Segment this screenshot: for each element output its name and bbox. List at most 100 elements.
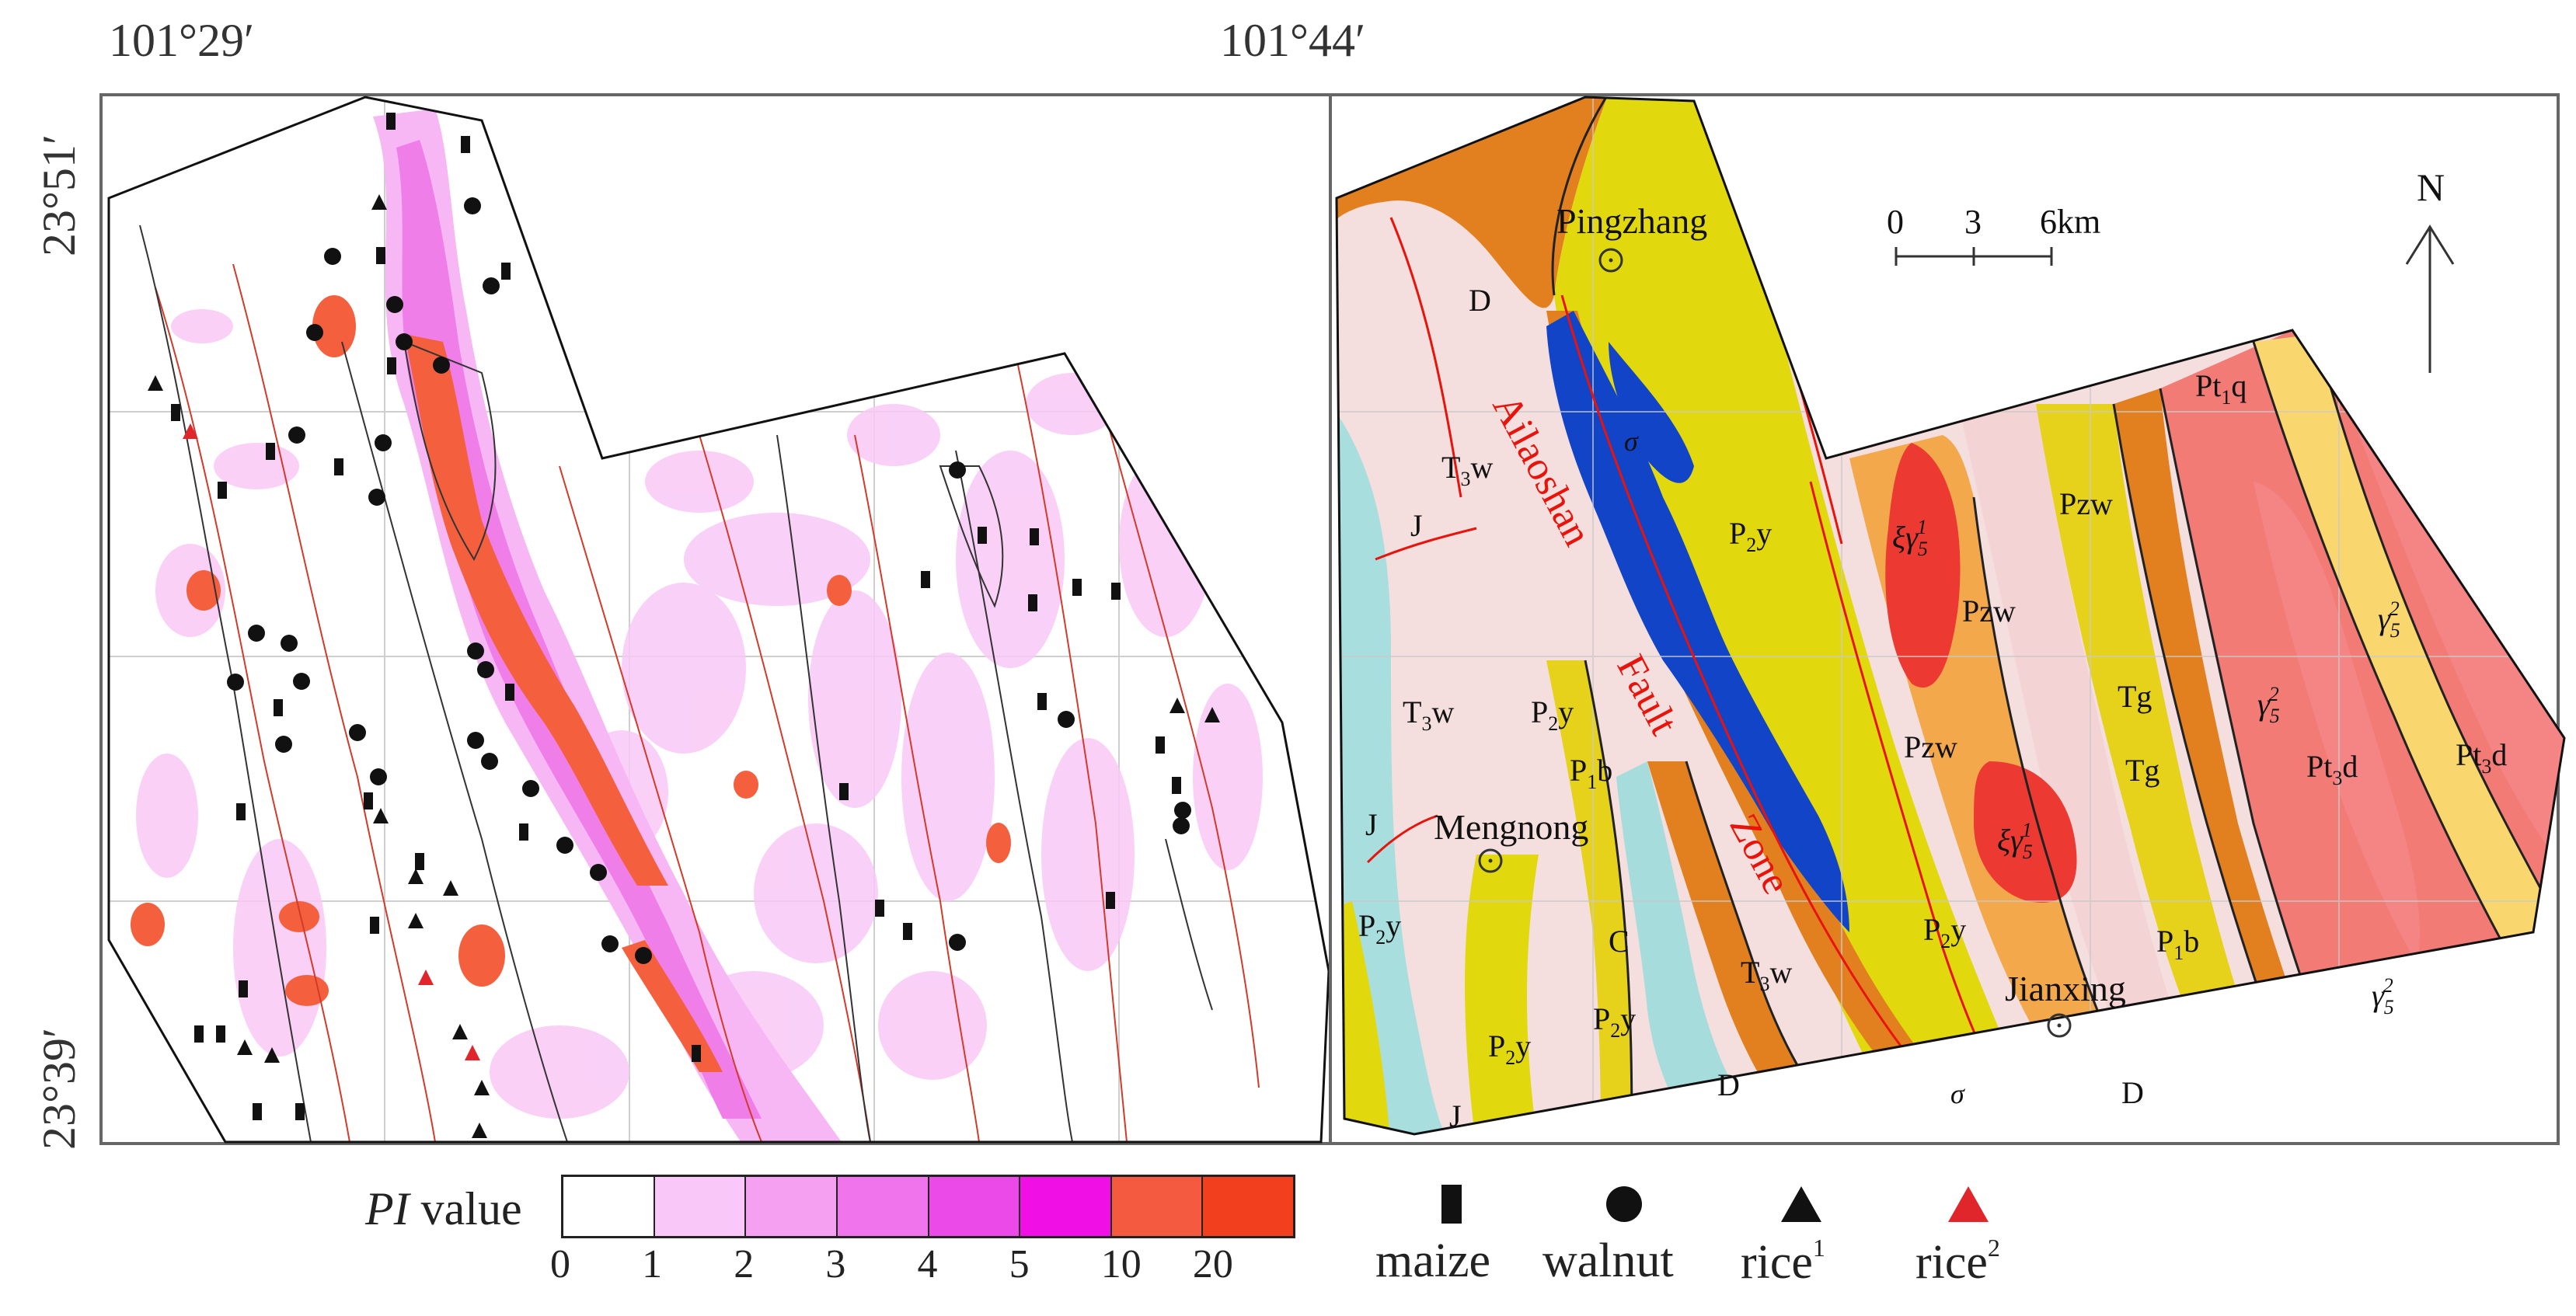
pi-background-speckle [136,309,1263,1119]
town-label-mengnong: Mengnong [1434,807,1588,847]
maize-marker [295,1103,305,1120]
legend-rice2-icon [1948,1186,1989,1222]
unit-sigma [1546,311,1849,932]
maize-marker [1072,579,1082,596]
maize-marker [266,443,275,460]
unit-P2y-west [1465,855,1539,1134]
unit-D-south [1647,761,1857,1134]
maize-marker [501,263,511,280]
pi-colorbar [561,1175,1295,1238]
maize-marker [171,404,180,421]
legend-label-rice2: rice2 [1915,1234,2000,1289]
unit-label-xigamma: ξγ51 [1892,516,1928,560]
unit-P1b-west [1546,660,1632,1134]
unit-label-sigma: σ [1950,1078,1965,1109]
unit-xigamma-north [1885,443,1961,688]
maize-marker [839,783,849,800]
legend-title-rest: value [409,1183,522,1234]
pi-colorbar-class [927,1177,1020,1236]
unit-label-Tg: Tg [2125,753,2159,788]
walnut-points [227,197,1191,964]
pi-colorbar-class [1110,1177,1202,1236]
walnut-marker [433,357,450,374]
unit-label-Pt3d: Pt3d [2306,749,2358,789]
maize-marker [364,792,373,809]
legend-rice1-icon [1781,1186,1821,1222]
town-marker-pingzhang [1598,248,1623,273]
walnut-marker [1174,802,1191,819]
unit-P1b [2036,404,2300,1134]
maize-marker [1030,528,1039,545]
unit-Pt3d [2254,334,2564,971]
pi-colorbar-tick-label: 2 [734,1242,755,1286]
town-marker-mengnong [1478,848,1503,873]
pi-colorbar-tick-label: 20 [1192,1242,1233,1286]
unit-labels: D D D J J J C Pzw Pzw Pzw Tg Tg [1365,283,2159,1133]
geology-study-area-outline [1335,96,2566,1136]
unit-P2y-central [1554,97,2051,1134]
pi-study-area-outline [107,96,1330,1144]
unit-label-P2y: P2y [1488,1029,1531,1069]
maize-marker [386,113,396,130]
maize-marker [978,527,987,544]
pi-colorbar-tick-label: 5 [1009,1242,1030,1286]
rice1-marker [1169,698,1185,713]
rice1-marker [237,1039,253,1055]
maize-marker [239,980,248,997]
scale-tick-0: 0 [1887,203,1904,241]
maize-marker [194,1025,204,1043]
walnut-marker [306,324,323,341]
legend-title: PI value [365,1182,522,1236]
unit-label-J: J [1410,508,1423,543]
unit-label-xigamma: ξγ51 [1997,819,2033,863]
maize-marker [1106,892,1115,909]
rice2-marker [183,423,198,439]
maize-marker [274,699,283,716]
legend-walnut-icon [1606,1186,1642,1222]
unit-label-P2y: P2y [1593,1001,1636,1042]
walnut-marker [483,277,500,294]
town-label-pingzhang: Pingzhang [1556,201,1707,241]
unit-label-gamma: γ52 [2257,683,2280,727]
walnut-marker [949,461,966,479]
maize-marker [218,482,227,499]
town-marker-jianxing [2047,1013,2072,1038]
rice2-marker [465,1045,480,1060]
walnut-marker [275,736,292,753]
rice1-marker [373,808,389,823]
unit-label-sigma: σ [1624,426,1639,457]
maize-marker [921,571,930,588]
legend-title-italic: PI [365,1183,410,1234]
pi-colorbar-class [835,1177,928,1236]
walnut-marker [1173,817,1190,834]
rice1-marker [1204,707,1220,722]
town-label-jianxing: Jianxing [2005,969,2126,1008]
unit-sigma-south [1912,1049,2020,1134]
walnut-marker [396,333,413,350]
walnut-marker [288,426,305,444]
pi-colorbar-class [744,1177,836,1236]
unit-label-C: C [1609,924,1630,959]
unit-label-D: D [2121,1075,2144,1110]
walnut-marker [349,724,366,741]
unit-label-D: D [1469,283,1491,318]
maize-marker [1111,583,1121,600]
pi-colorbar-class [653,1177,745,1236]
walnut-marker [281,635,298,652]
maize-marker [415,853,424,870]
pi-colorbar-tick-label: 4 [917,1242,938,1286]
walnut-marker [293,673,310,690]
unit-label-P2y: P2y [1923,912,1966,952]
maize-marker [903,923,912,940]
maize-marker [1172,777,1181,794]
maize-marker [519,823,528,841]
unit-label-Pzw: Pzw [2059,486,2113,521]
pi-colorbar-class [563,1177,654,1236]
unit-label-Pzw: Pzw [1962,594,2016,628]
walnut-marker [949,934,966,951]
rice1-marker [472,1123,487,1138]
rice1-marker [408,913,424,928]
pi-map [99,93,1332,1145]
unit-gamma-west [2254,482,2420,963]
maize-marker [387,357,396,374]
